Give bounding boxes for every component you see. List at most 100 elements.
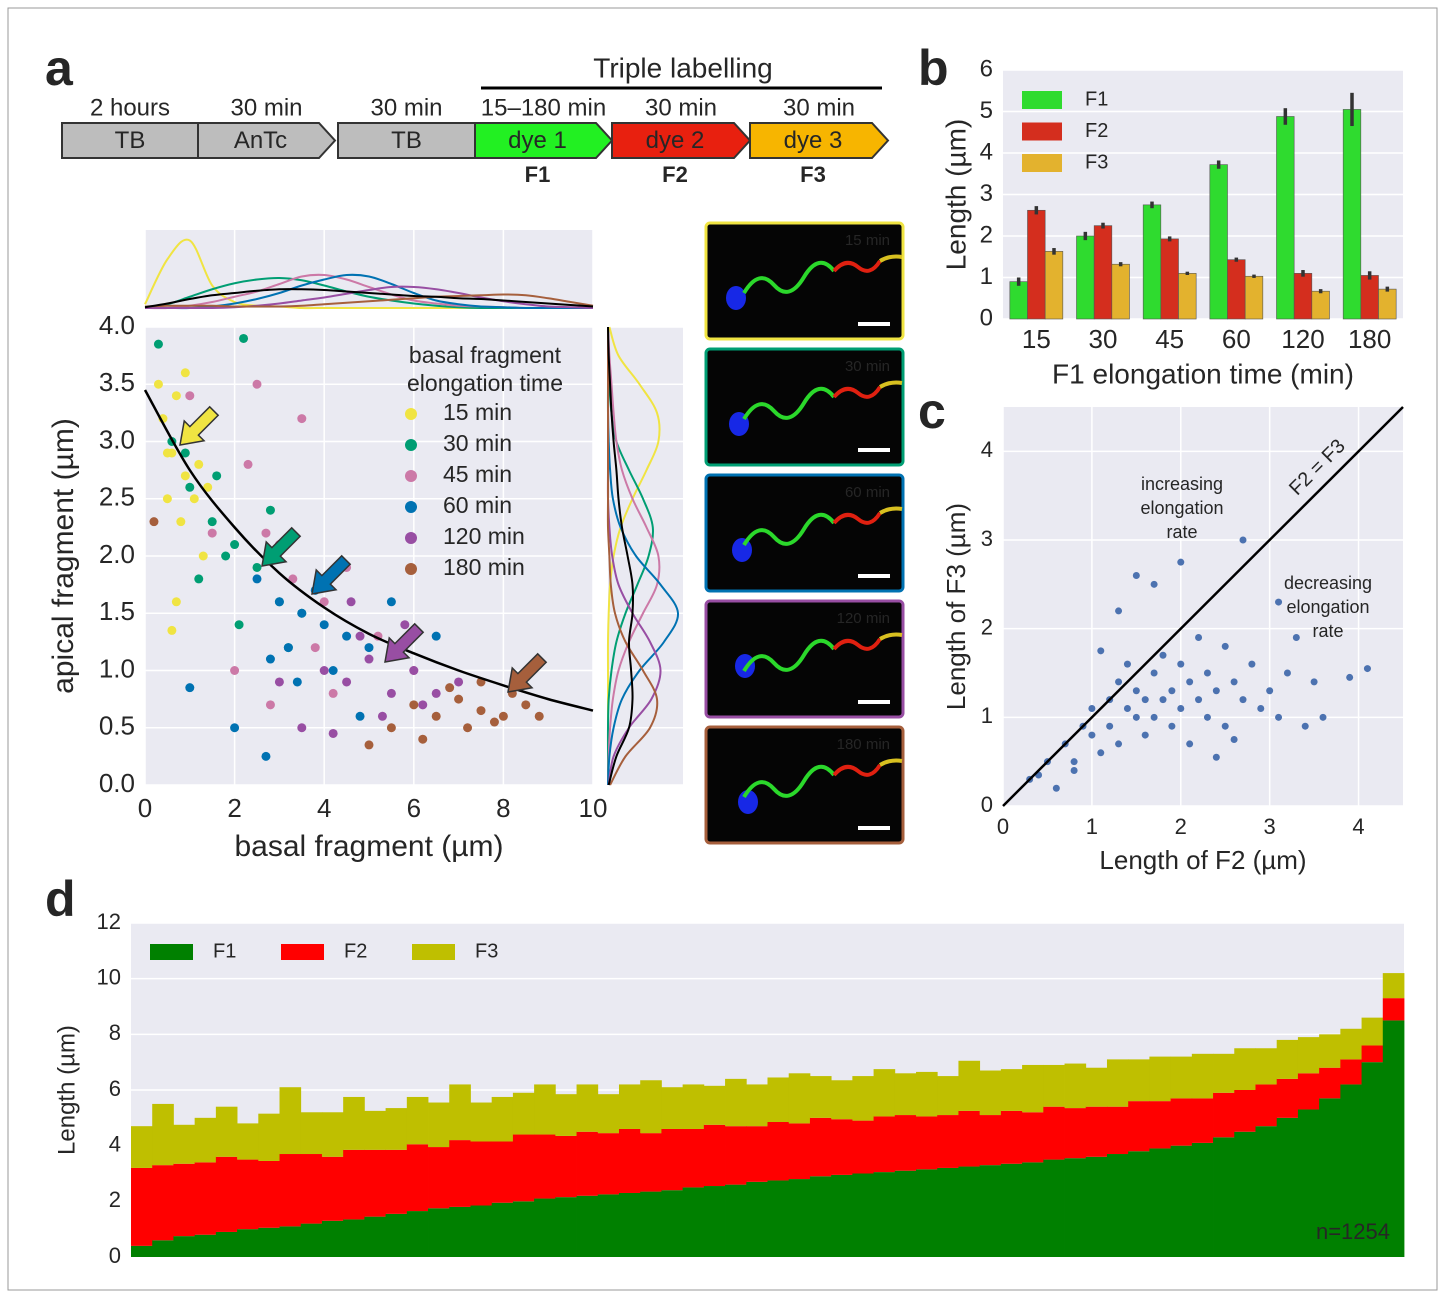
point <box>189 494 199 504</box>
panel-label: b <box>918 40 949 96</box>
y-axis-label: Length of F3 (µm) <box>941 503 971 710</box>
bar-segment <box>279 1226 302 1257</box>
bar-segment <box>555 1197 577 1257</box>
point <box>185 391 195 401</box>
point <box>1159 696 1167 704</box>
bar-segment <box>385 1213 408 1257</box>
bar-segment <box>916 1116 938 1170</box>
point <box>212 471 222 481</box>
point <box>1106 722 1114 730</box>
bar-segment <box>512 1201 535 1257</box>
bar <box>1311 290 1330 320</box>
bar-segment <box>449 1140 471 1207</box>
point <box>180 471 190 481</box>
bar-segment <box>597 1094 620 1134</box>
x-tick-label: 0 <box>997 814 1009 839</box>
point <box>1141 731 1149 739</box>
point <box>261 751 271 761</box>
point <box>171 597 181 607</box>
bar-segment <box>809 1176 832 1257</box>
top-density <box>144 288 594 309</box>
point <box>1132 687 1140 695</box>
bar-segment <box>1213 1053 1235 1093</box>
filament-f3 <box>878 506 903 515</box>
bar-segment <box>1043 1159 1065 1257</box>
bar-segment <box>364 1216 386 1257</box>
bar-segment <box>1361 1045 1384 1063</box>
point <box>534 711 544 721</box>
point <box>162 448 172 458</box>
point <box>194 459 204 469</box>
point <box>1248 660 1256 668</box>
point <box>167 625 177 635</box>
x-tick-label: 2 <box>1175 814 1187 839</box>
point <box>283 643 293 653</box>
bar-segment <box>1128 1151 1150 1257</box>
arrow <box>311 554 352 595</box>
filament-f3 <box>878 254 903 263</box>
point <box>1275 713 1283 721</box>
bar-segment <box>831 1174 853 1257</box>
bar-segment <box>385 1108 408 1150</box>
bar-segment <box>1149 1101 1172 1149</box>
bar-segment <box>640 1080 662 1134</box>
bar-segment <box>873 1172 896 1257</box>
micrograph <box>704 221 905 341</box>
bar-segment <box>343 1096 365 1150</box>
bar-segment <box>1043 1064 1065 1107</box>
bar-segment <box>1191 1142 1214 1257</box>
arrow <box>507 652 548 693</box>
bar-segment <box>894 1115 917 1171</box>
bar-segment <box>1022 1162 1044 1257</box>
step-time: 15–180 min <box>481 94 606 121</box>
bar-segment <box>1170 1145 1193 1257</box>
bar-segment <box>1319 1034 1341 1068</box>
point <box>489 717 499 727</box>
x-tick-label: 8 <box>496 793 510 823</box>
bar-segment <box>258 1160 280 1228</box>
point <box>1115 607 1123 615</box>
bar-segment <box>958 1060 981 1111</box>
bar-segment <box>194 1162 217 1235</box>
point <box>194 574 204 584</box>
top-density <box>144 293 594 308</box>
bar-segment <box>1297 1073 1320 1110</box>
point <box>230 540 240 550</box>
bar-segment <box>1106 1154 1129 1257</box>
bar-segment <box>1000 1069 1023 1111</box>
point <box>221 551 231 561</box>
point <box>1203 713 1211 721</box>
point <box>149 517 159 527</box>
bar-segment <box>767 1122 790 1181</box>
filament-f3 <box>878 758 903 767</box>
bar-segment <box>1276 1117 1299 1257</box>
bar-segment <box>767 1077 790 1123</box>
point <box>1203 669 1211 677</box>
point <box>1168 687 1176 695</box>
bar-segment <box>300 1154 323 1224</box>
bar-segment <box>682 1187 705 1257</box>
point <box>476 706 486 716</box>
legend-swatch <box>281 944 324 960</box>
point <box>1097 749 1105 757</box>
arrow <box>179 405 220 446</box>
bar-segment <box>809 1117 832 1177</box>
legend-swatch <box>412 944 455 960</box>
point <box>265 654 275 664</box>
point <box>454 694 464 704</box>
bar-segment <box>237 1229 259 1257</box>
y-axis-label: apical fragment (µm) <box>47 418 80 694</box>
y-tick-label: 2 <box>980 221 993 248</box>
x-tick-label: 4 <box>317 793 331 823</box>
bar-segment <box>1213 1092 1235 1138</box>
point <box>265 700 275 710</box>
bar-segment <box>746 1126 768 1182</box>
bar-segment <box>597 1133 620 1195</box>
bar-segment <box>1234 1090 1256 1132</box>
bar-segment <box>152 1165 174 1241</box>
point <box>1123 660 1131 668</box>
point <box>1230 678 1238 686</box>
bar-segment <box>1064 1158 1087 1257</box>
micrograph <box>704 725 905 845</box>
